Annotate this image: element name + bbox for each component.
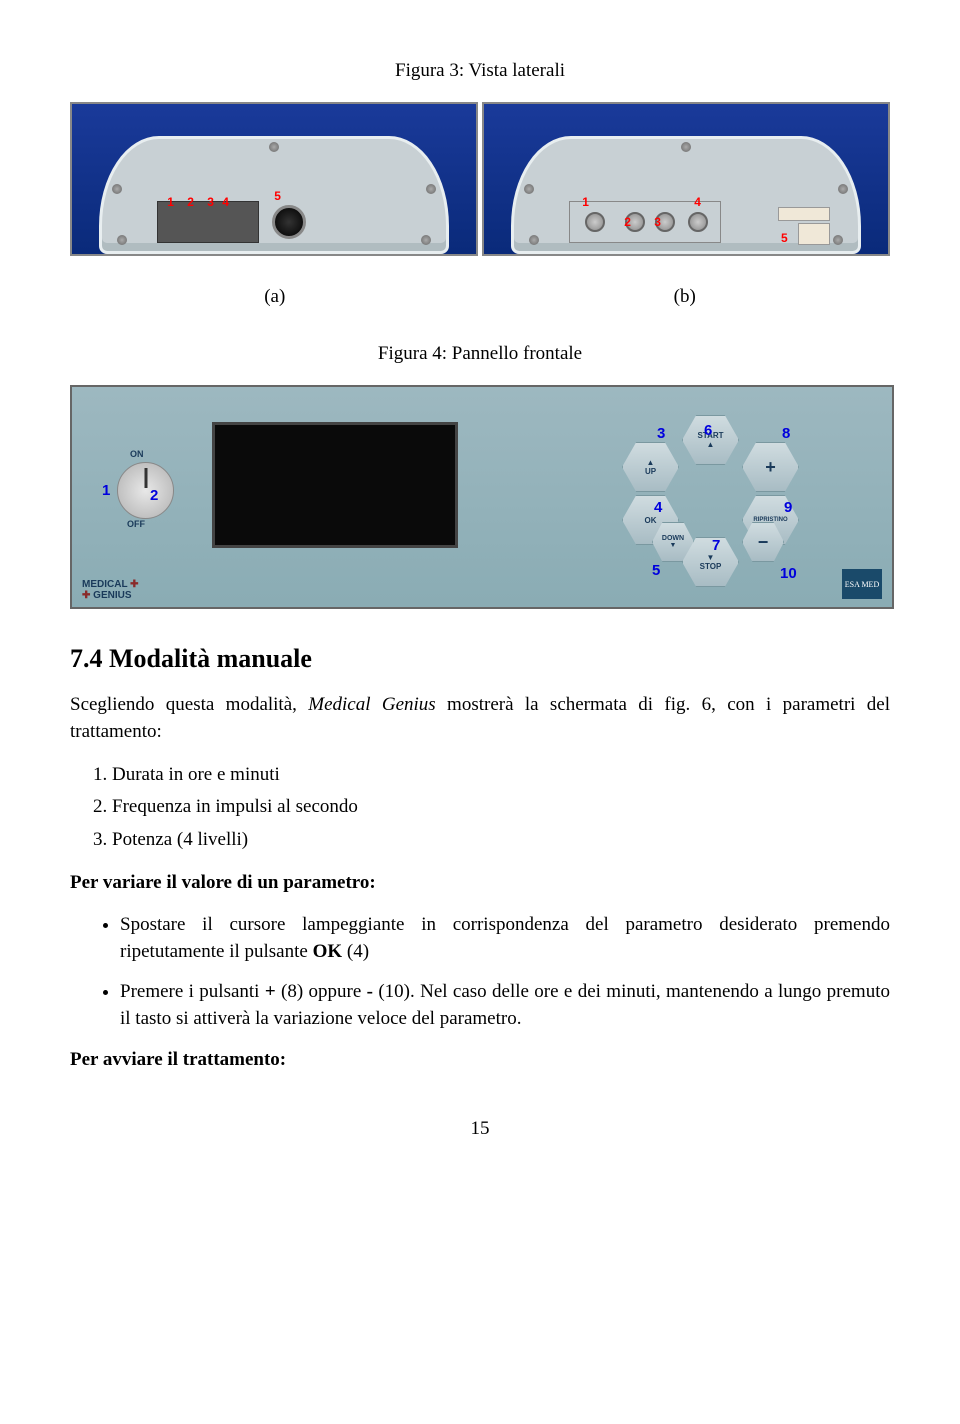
device-side-right: 1 2 3 4 5	[482, 102, 890, 256]
model-label	[778, 207, 830, 221]
figure3-container: 1 2 3 4 5 1 2 3 4 5	[70, 102, 890, 256]
on-label: ON	[130, 449, 144, 459]
subheading-vary: Per variare il valore di un parametro:	[70, 870, 890, 897]
sublabel-b: (b)	[674, 286, 696, 308]
logo-esamed: ESA MED	[842, 569, 882, 599]
xlr-connector-icon	[272, 205, 306, 239]
btn-up: ▲UP	[622, 442, 679, 492]
sublabel-a: (a)	[264, 286, 285, 308]
bnum-9: 9	[784, 499, 792, 516]
onoff-knob	[117, 462, 174, 519]
bnum-4: 4	[654, 499, 662, 516]
bnc-ch1-icon	[688, 212, 708, 232]
bnum-10: 10	[780, 565, 797, 582]
figure4-front-panel: ON OFF 1 2 ▲UP START▲ + OK RIPRISTINO DO…	[70, 385, 894, 609]
list-item: Durata in ore e minuti	[112, 759, 890, 791]
bnum-1: 1	[102, 482, 110, 499]
page-number: 15	[70, 1118, 890, 1140]
figure3-sublabels: (a) (b)	[70, 286, 890, 308]
parameter-list: Durata in ore e minuti Frequenza in impu…	[70, 759, 890, 856]
subheading-start: Per avviare il trattamento:	[70, 1047, 890, 1074]
bnum-6: 6	[704, 422, 712, 439]
intro-paragraph: Scegliendo questa modalità, Medical Geni…	[70, 692, 890, 745]
off-label: OFF	[127, 519, 145, 529]
figure4-caption: Figura 4: Pannello frontale	[70, 343, 890, 365]
label-r5: 5	[781, 231, 788, 245]
device-body-a: 1 2 3 4 5	[99, 136, 448, 255]
bnum-2: 2	[150, 487, 158, 504]
keypad: ▲UP START▲ + OK RIPRISTINO DOWN▼ ▼STOP −…	[612, 407, 812, 567]
device-side-left: 1 2 3 4 5	[70, 102, 478, 256]
label-r2: 2	[624, 215, 631, 229]
list-item: Frequenza in impulsi al secondo	[112, 791, 890, 823]
bnc-ch2-icon	[585, 212, 605, 232]
label-2: 2	[187, 195, 194, 209]
lcd-screen	[212, 422, 458, 548]
label-r1: 1	[582, 195, 589, 209]
bnum-7: 7	[712, 537, 720, 554]
label-4: 4	[222, 195, 229, 209]
label-3: 3	[207, 195, 214, 209]
bnum-5: 5	[652, 562, 660, 579]
label-5: 5	[274, 189, 281, 203]
label-1: 1	[167, 195, 174, 209]
bullet-item: Premere i pulsanti + (8) oppure - (10). …	[120, 978, 890, 1033]
section-heading: 7.4 Modalità manuale	[70, 644, 890, 674]
bnum-8: 8	[782, 425, 790, 442]
ce-label	[798, 223, 830, 245]
bullet-list: Spostare il cursore lampeggiante in corr…	[70, 911, 890, 1033]
logo-medical-genius: MEDICAL ✚ ✚ GENIUS	[82, 579, 139, 601]
device-body-b: 1 2 3 4 5	[511, 136, 860, 255]
label-r3: 3	[654, 215, 661, 229]
figure3-caption: Figura 3: Vista laterali	[70, 60, 890, 82]
list-item: Potenza (4 livelli)	[112, 824, 890, 856]
label-r4: 4	[694, 195, 701, 209]
bullet-item: Spostare il cursore lampeggiante in corr…	[120, 911, 890, 966]
btn-plus: +	[742, 442, 799, 492]
bnum-3: 3	[657, 425, 665, 442]
